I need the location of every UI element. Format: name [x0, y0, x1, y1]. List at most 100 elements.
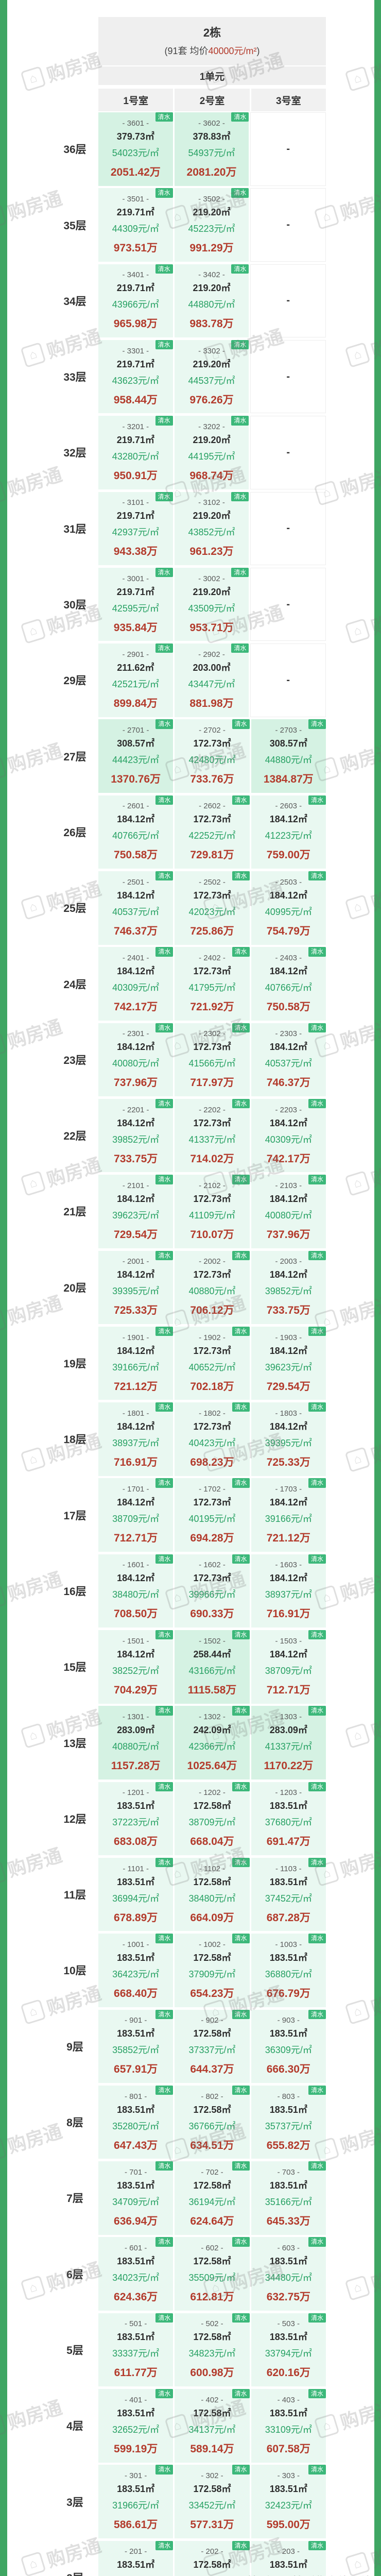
unit-cell[interactable]: 清水 - 3301 - 219.71㎡ 43623元/㎡ 958.44万: [98, 340, 173, 414]
unit-cell[interactable]: 清水 - 401 - 183.51㎡ 32652元/㎡ 599.19万: [98, 2389, 174, 2463]
unit-cell[interactable]: 清水 - 1201 - 183.51㎡ 37223元/㎡ 683.08万: [98, 1782, 174, 1856]
unit-cell[interactable]: 清水 - 402 - 172.58㎡ 34137元/㎡ 589.14万: [175, 2389, 250, 2463]
unit-cell[interactable]: 清水 - 2103 - 184.12㎡ 40080元/㎡ 737.96万: [251, 1175, 326, 1248]
unit-cell[interactable]: 清水 - 3601 - 379.73㎡ 54023元/㎡ 2051.42万: [98, 112, 173, 186]
unit-cell[interactable]: 清水 - 303 - 183.51㎡ 32423元/㎡ 595.00万: [251, 2465, 326, 2538]
unit-cell[interactable]: 清水 - 1101 - 183.51㎡ 36994元/㎡ 678.89万: [98, 1857, 174, 1931]
unit-cell[interactable]: 清水 - 903 - 183.51㎡ 36309元/㎡ 666.30万: [251, 2009, 326, 2083]
unit-cell[interactable]: 清水 - 2703 - 308.57㎡ 44880元/㎡ 1384.87万: [251, 719, 326, 793]
unit-cell[interactable]: 清水 - 3502 - 219.20㎡ 45223元/㎡ 991.29万: [174, 188, 249, 262]
unit-cell[interactable]: 清水 - 2101 - 184.12㎡ 39623元/㎡ 729.54万: [98, 1175, 174, 1248]
unit-cell[interactable]: 清水 - 2102 - 172.73㎡ 41109元/㎡ 710.07万: [175, 1175, 250, 1248]
unit-cell[interactable]: 清水 - 1603 - 184.12㎡ 38937元/㎡ 716.91万: [251, 1554, 326, 1628]
unit-cell[interactable]: 清水 - 2701 - 308.57㎡ 44423元/㎡ 1370.76万: [98, 719, 174, 793]
unit-cell[interactable]: 清水 - 2901 - 211.62㎡ 42521元/㎡ 899.84万: [98, 643, 173, 717]
unit-cell[interactable]: 清水 - 2601 - 184.12㎡ 40766元/㎡ 750.58万: [98, 795, 174, 869]
unit-cell[interactable]: 清水 - 3002 - 219.20㎡ 43509元/㎡ 953.71万: [174, 567, 249, 641]
unit-cell[interactable]: 清水 - 2301 - 184.12㎡ 40080元/㎡ 737.96万: [98, 1023, 174, 1097]
unit-cell[interactable]: 清水 - 2902 - 203.00㎡ 43447元/㎡ 881.98万: [174, 643, 249, 717]
unit-cell[interactable]: 清水 - 2002 - 172.73㎡ 40880元/㎡ 706.12万: [175, 1250, 250, 1324]
unit-cell[interactable]: 清水 - 2501 - 184.12㎡ 40537元/㎡ 746.37万: [98, 871, 174, 945]
unit-cell[interactable]: 清水 - 1802 - 172.73㎡ 40423元/㎡ 698.23万: [175, 1402, 250, 1476]
unit-cell[interactable]: 清水 - 702 - 172.58㎡ 36194元/㎡ 624.64万: [175, 2161, 250, 2235]
unit-cell[interactable]: 清水 - 1801 - 184.12㎡ 38937元/㎡ 716.91万: [98, 1402, 174, 1476]
unit-cell[interactable]: 清水 - 1902 - 172.73㎡ 40652元/㎡ 702.18万: [175, 1326, 250, 1400]
unit-cell[interactable]: 清水 - 2302 - 172.73㎡ 41566元/㎡ 717.97万: [175, 1023, 250, 1097]
unit-cell[interactable]: 清水 - 2003 - 184.12㎡ 39852元/㎡ 733.75万: [251, 1250, 326, 1324]
unit-cell[interactable]: 清水 - 601 - 183.51㎡ 34023元/㎡ 624.36万: [98, 2237, 174, 2311]
unit-cell[interactable]: 清水 - 403 - 183.51㎡ 33109元/㎡ 607.58万: [251, 2389, 326, 2463]
unit-cell[interactable]: 清水 - 2401 - 184.12㎡ 40309元/㎡ 742.17万: [98, 947, 174, 1021]
unit-cell[interactable]: 清水 - 3302 - 219.20㎡ 44537元/㎡ 976.26万: [174, 340, 249, 414]
unit-cell[interactable]: 清水 - 1303 - 283.09㎡ 41337元/㎡ 1170.22万: [251, 1706, 326, 1780]
unit-area: 219.20㎡: [193, 434, 231, 445]
unit-cell[interactable]: 清水 - 1503 - 184.12㎡ 38709元/㎡ 712.71万: [251, 1630, 326, 1704]
unit-cell[interactable]: 清水 - 703 - 183.51㎡ 35166元/㎡ 645.33万: [251, 2161, 326, 2235]
unit-cell[interactable]: 清水 - 3101 - 219.71㎡ 42937元/㎡ 943.38万: [98, 492, 173, 565]
unit-cell[interactable]: 清水 - 1702 - 172.73㎡ 40195元/㎡ 694.28万: [175, 1478, 250, 1552]
unit-cell[interactable]: 清水 - 1302 - 242.09㎡ 42366元/㎡ 1025.64万: [175, 1706, 250, 1780]
unit-cell[interactable]: 清水 - 1002 - 172.58㎡ 37909元/㎡ 654.23万: [175, 1934, 250, 2007]
unit-cell[interactable]: 清水 - 1301 - 283.09㎡ 40880元/㎡ 1157.28万: [98, 1706, 174, 1780]
unit-cell[interactable]: 清水 - 1203 - 183.51㎡ 37680元/㎡ 691.47万: [251, 1782, 326, 1856]
unit-cell[interactable]: 清水 - 1501 - 184.12㎡ 38252元/㎡ 704.29万: [98, 1630, 174, 1704]
unit-cell[interactable]: 清水 - 203 - 183.51㎡ 31737元/㎡ 582.41万: [251, 2540, 326, 2576]
qingshui-tag: 清水: [232, 1478, 250, 1488]
unit-total-price: 683.08万: [114, 1836, 158, 1848]
unit-cell[interactable]: 清水 - 301 - 183.51㎡ 31966元/㎡ 586.61万: [98, 2465, 174, 2538]
unit-cell[interactable]: 清水 - 802 - 172.58㎡ 36766元/㎡ 634.51万: [175, 2085, 250, 2159]
floor-cells: 清水 - 1801 - 184.12㎡ 38937元/㎡ 716.91万 清水 …: [98, 1402, 326, 1476]
qingshui-tag: 清水: [232, 2389, 250, 2399]
unit-cell[interactable]: 清水 - 1701 - 184.12㎡ 38709元/㎡ 712.71万: [98, 1478, 174, 1552]
unit-cell[interactable]: 清水 - 503 - 183.51㎡ 33794元/㎡ 620.16万: [251, 2313, 326, 2387]
unit-cell[interactable]: 清水 - 1601 - 184.12㎡ 38480元/㎡ 708.50万: [98, 1554, 174, 1628]
unit-cell[interactable]: 清水 - 901 - 183.51㎡ 35852元/㎡ 657.91万: [98, 2009, 174, 2083]
unit-cell[interactable]: 清水 - 1602 - 172.73㎡ 39966元/㎡ 690.33万: [175, 1554, 250, 1628]
unit-cell[interactable]: 清水 - 302 - 172.58㎡ 33452元/㎡ 577.31万: [175, 2465, 250, 2538]
unit-cell[interactable]: 清水 - 2001 - 184.12㎡ 39395元/㎡ 725.33万: [98, 1250, 174, 1324]
unit-cell[interactable]: 清水 - 1901 - 184.12㎡ 39166元/㎡ 721.12万: [98, 1326, 174, 1400]
unit-cell[interactable]: 清水 - 2503 - 184.12㎡ 40995元/㎡ 754.79万: [251, 871, 326, 945]
unit-cell[interactable]: 清水 - 2402 - 172.73㎡ 41795元/㎡ 721.92万: [175, 947, 250, 1021]
unit-cell[interactable]: 清水 - 1903 - 184.12㎡ 39623元/㎡ 729.54万: [251, 1326, 326, 1400]
unit-cell[interactable]: 清水 - 2202 - 172.73㎡ 41337元/㎡ 714.02万: [175, 1098, 250, 1173]
unit-cell[interactable]: 清水 - 602 - 172.58㎡ 35509元/㎡ 612.81万: [175, 2237, 250, 2311]
unit-cell[interactable]: 清水 - 803 - 183.51㎡ 35737元/㎡ 655.82万: [251, 2085, 326, 2159]
unit-area: 184.12㎡: [269, 1649, 307, 1659]
unit-cell[interactable]: 清水 - 603 - 183.51㎡ 34480元/㎡ 632.75万: [251, 2237, 326, 2311]
unit-cell[interactable]: 清水 - 3201 - 219.71㎡ 43280元/㎡ 950.91万: [98, 416, 173, 489]
unit-cell[interactable]: 清水 - 1102 - 172.58㎡ 38480元/㎡ 664.09万: [175, 1857, 250, 1931]
unit-cell[interactable]: 清水 - 701 - 183.51㎡ 34709元/㎡ 636.94万: [98, 2161, 174, 2235]
unit-cell[interactable]: 清水 - 1202 - 172.58㎡ 38709元/㎡ 668.04万: [175, 1782, 250, 1856]
unit-cell[interactable]: 清水 - 2502 - 172.73㎡ 42023元/㎡ 725.86万: [175, 871, 250, 945]
unit-cell[interactable]: 清水 - 202 - 172.58㎡ 32766元/㎡ 565.47万: [175, 2540, 250, 2576]
unit-cell[interactable]: 清水 - 902 - 172.58㎡ 37337元/㎡ 644.37万: [175, 2009, 250, 2083]
unit-cell[interactable]: 清水 - 801 - 183.51㎡ 35280元/㎡ 647.43万: [98, 2085, 174, 2159]
unit-total-price: 729.81万: [190, 849, 234, 861]
unit-cell[interactable]: 清水 - 1003 - 183.51㎡ 36880元/㎡ 676.79万: [251, 1934, 326, 2007]
unit-cell[interactable]: 清水 - 3102 - 219.20㎡ 43852元/㎡ 961.23万: [174, 492, 249, 565]
unit-area: 183.51㎡: [117, 2332, 155, 2343]
unit-cell[interactable]: 清水 - 3402 - 219.20㎡ 44880元/㎡ 983.78万: [174, 264, 249, 338]
unit-cell[interactable]: 清水 - 3501 - 219.71㎡ 44309元/㎡ 973.51万: [98, 188, 173, 262]
unit-number: - 1101 -: [123, 1864, 149, 1873]
unit-cell[interactable]: 清水 - 3001 - 219.71㎡ 42595元/㎡ 935.84万: [98, 567, 173, 641]
unit-cell[interactable]: 清水 - 3202 - 219.20㎡ 44195元/㎡ 968.74万: [174, 416, 249, 489]
unit-cell[interactable]: 清水 - 1001 - 183.51㎡ 36423元/㎡ 668.40万: [98, 1934, 174, 2007]
unit-cell[interactable]: 清水 - 3602 - 378.83㎡ 54937元/㎡ 2081.20万: [174, 112, 249, 186]
unit-cell[interactable]: 清水 - 3401 - 219.71㎡ 43966元/㎡ 965.98万: [98, 264, 173, 338]
unit-cell[interactable]: 清水 - 2403 - 184.12㎡ 40766元/㎡ 750.58万: [251, 947, 326, 1021]
unit-cell[interactable]: 清水 - 502 - 172.58㎡ 34823元/㎡ 600.98万: [175, 2313, 250, 2387]
unit-cell[interactable]: 清水 - 1502 - 258.44㎡ 43166元/㎡ 1115.58万: [175, 1630, 250, 1704]
unit-cell[interactable]: 清水 - 501 - 183.51㎡ 33337元/㎡ 611.77万: [98, 2313, 174, 2387]
unit-cell[interactable]: 清水 - 2603 - 184.12㎡ 41223元/㎡ 759.00万: [251, 795, 326, 869]
unit-cell[interactable]: 清水 - 1803 - 184.12㎡ 39395元/㎡ 725.33万: [251, 1402, 326, 1476]
unit-cell[interactable]: 清水 - 2702 - 172.73㎡ 42480元/㎡ 733.76万: [175, 719, 250, 793]
unit-cell[interactable]: 清水 - 2303 - 184.12㎡ 40537元/㎡ 746.37万: [251, 1023, 326, 1097]
unit-cell[interactable]: 清水 - 2203 - 184.12㎡ 40309元/㎡ 742.17万: [251, 1098, 326, 1173]
unit-cell[interactable]: 清水 - 1703 - 184.12㎡ 39166元/㎡ 721.12万: [251, 1478, 326, 1552]
unit-cell[interactable]: 清水 - 1103 - 183.51㎡ 37452元/㎡ 687.28万: [251, 1857, 326, 1931]
unit-cell[interactable]: 清水 - 2602 - 172.73㎡ 42252元/㎡ 729.81万: [175, 795, 250, 869]
unit-cell[interactable]: 清水 - 2201 - 184.12㎡ 39852元/㎡ 733.75万: [98, 1098, 174, 1173]
unit-cell[interactable]: 清水 - 201 - 183.51㎡ 31280元/㎡ 574.02万: [98, 2540, 174, 2576]
